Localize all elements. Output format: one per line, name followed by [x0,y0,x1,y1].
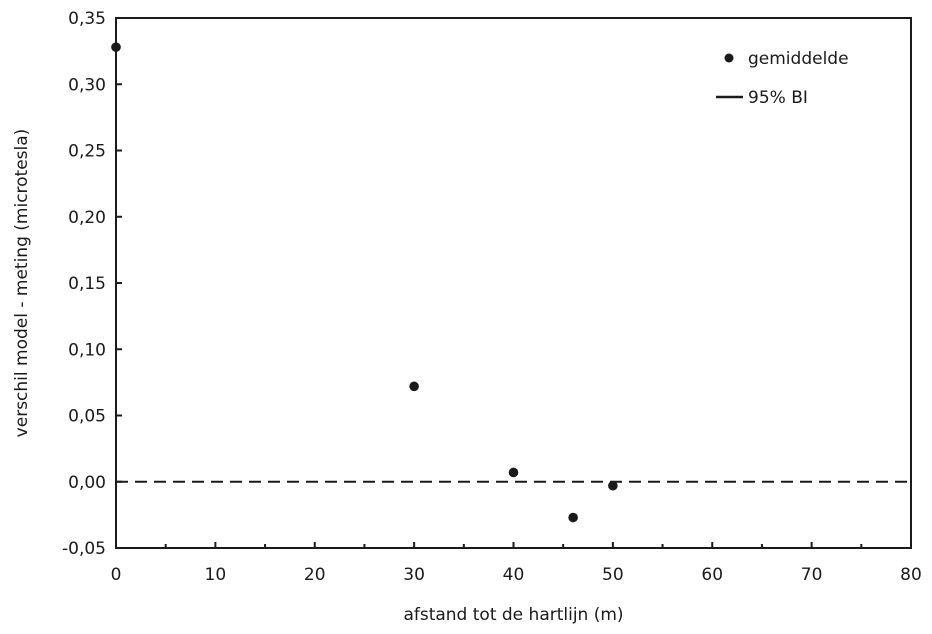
x-tick-label: 50 [602,565,624,585]
x-tick-label: 20 [304,565,326,585]
y-tick-label: 0,25 [68,142,106,162]
y-tick-label: 0,30 [68,75,106,95]
legend-label-95-bi: 95% BI [748,88,808,108]
y-tick-label: 0,20 [68,208,106,228]
data-point-gemiddelde [508,467,519,478]
data-point-gemiddelde [608,480,618,491]
y-tick-label: 0,10 [68,340,106,360]
y-tick-label: -0,05 [62,539,106,559]
x-tick-label: 30 [403,565,425,585]
y-tick-label: 0,05 [68,407,106,427]
y-tick-label: 0,15 [68,274,106,294]
x-axis-title: afstand tot de hartlijn (m) [403,605,623,625]
x-tick-label: 40 [503,565,525,585]
legend-label-gemiddelde: gemiddelde [748,49,849,69]
x-tick-label: 0 [111,565,122,585]
legend: gemiddelde 95% BI [716,49,849,108]
legend-marker-gemiddelde [724,53,734,63]
y-tick-label: 0,00 [68,473,106,493]
y-axis-title: verschil model - meting (microtesla) [12,129,32,438]
data-point-gemiddelde [409,381,419,392]
y-tick-label: 0,35 [68,9,106,29]
x-tick-label: 70 [801,565,823,585]
x-tick-label: 80 [900,565,922,585]
data-point-gemiddelde [568,512,578,523]
x-tick-label: 60 [701,565,723,585]
x-tick-label: 10 [205,565,227,585]
